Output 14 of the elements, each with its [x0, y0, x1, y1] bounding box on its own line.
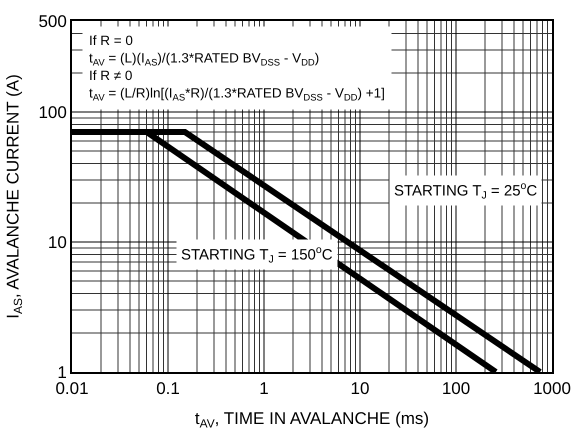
x-tick-label: 0.01: [55, 379, 89, 398]
y-tick-label: 10: [48, 232, 67, 252]
y-tick-label: 500: [38, 12, 67, 31]
x-tick-label: 0.1: [156, 379, 180, 398]
x-tick-label: 10: [350, 379, 370, 398]
text: STARTING T$_{J}$ = 25$^{o}$C: [394, 180, 538, 202]
series-label: STARTING T$_{J}$ = 150$^{o}$C: [181, 244, 333, 266]
x-tick-label: 100: [442, 379, 470, 398]
x-tick-label: 1: [259, 379, 269, 398]
y-tick-label: 1: [57, 362, 67, 382]
y-tick-label: 100: [38, 102, 67, 122]
x-tick-label: 1000: [533, 379, 571, 398]
x-axis-title: t$_{AV}$, TIME IN AVALANCHE (ms): [194, 409, 430, 431]
text: If R = 0 t$_{AV}$ = (L)(I$_{AS}$)/(1.3*RATED BV$_{DSS}$ - V$_{DD}$) If R ≠ 0 t$_{AV}$ = (L/R)ln[(I$_{AS}$*R)/(1.3*RATED BV$_{DSS}$ - V$_{DD}$) +1]: [89, 33, 385, 104]
